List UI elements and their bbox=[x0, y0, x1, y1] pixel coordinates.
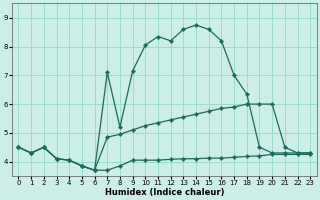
X-axis label: Humidex (Indice chaleur): Humidex (Indice chaleur) bbox=[105, 188, 224, 197]
